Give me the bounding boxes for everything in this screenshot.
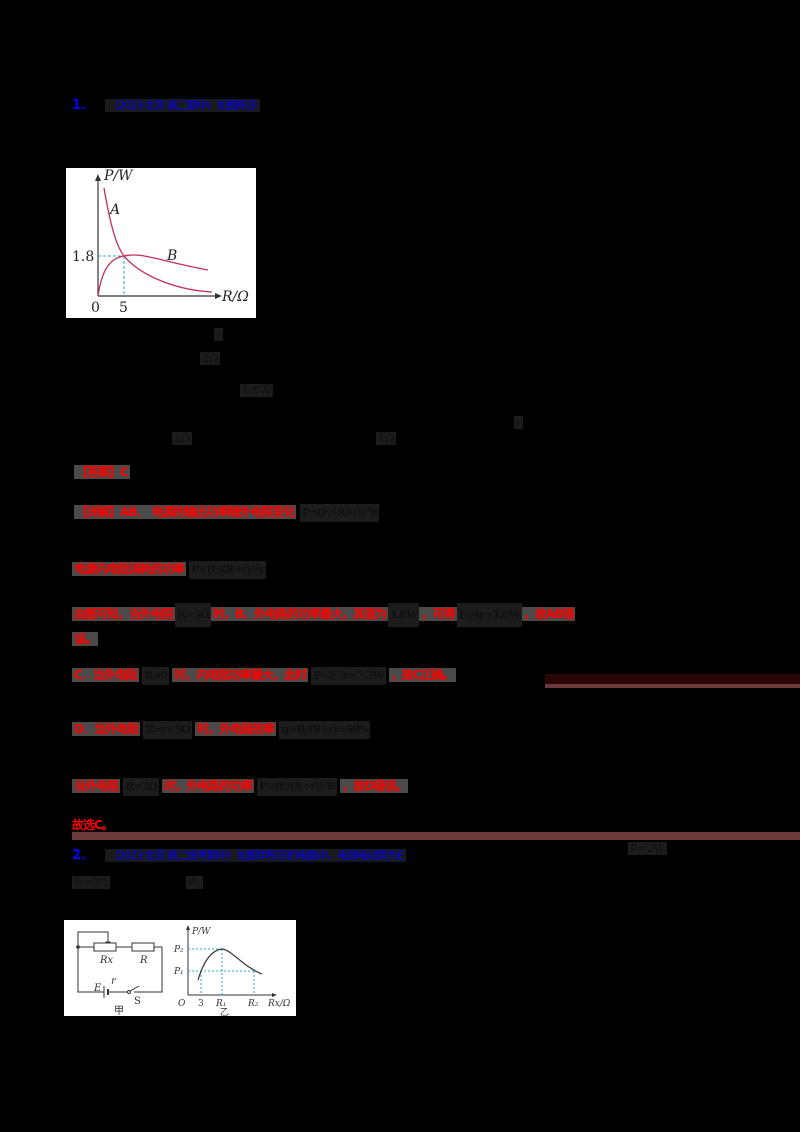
explanation-line-2: 电源内电阻消耗的功率 P=(E/(R+r))²r <box>72 560 266 579</box>
question-2: 2. （2023·北京·高二统考期中）如图甲所示的电路中，电源电动势为E <box>72 844 407 865</box>
y-axis-label: P/W <box>103 168 134 184</box>
question-1: 1. （2023·北京·高二期中）如图所示 <box>72 94 261 115</box>
math-fragment: 2Ω <box>200 352 221 365</box>
label-e: E <box>93 983 102 994</box>
circuit-and-graph-figure: Rx R E r S 甲 P/W P₂ P₁ O 3 R₁ R₂ Rx/Ω 乙 <box>64 920 296 1018</box>
label-rx: Rx <box>99 955 114 966</box>
question-number: 1. <box>72 98 86 113</box>
y-axis-label: P/W <box>191 927 211 937</box>
highlight-band <box>545 674 800 684</box>
explanation-label: 【详解】AB． <box>74 505 150 519</box>
math-fragment: r <box>214 328 224 341</box>
explanation-option-c: C．当外电阻 R=0 时，内电阻功率最大，此时 P=E²/r=7.2W ，故C正… <box>72 666 456 685</box>
question-number: 2. <box>72 848 86 863</box>
explanation-line-6: 当外电阻 R=2Ω 时，外电路的功率 P=(E/(R+r))²R ，故D错误。 <box>72 777 409 796</box>
question-heading: （2023·北京·高二统考期中）如图甲所示的电路中，电源电动势为E <box>105 849 407 862</box>
curve-b-label: B <box>166 248 177 264</box>
y-tick-p1: P₁ <box>173 967 184 977</box>
formula: P=(E/(R+r))²R <box>299 504 380 522</box>
explanation-option-d: D．当外电阻 R=r=5Ω 时，外电路效率 η=R/(R+r)=50% <box>72 720 371 739</box>
answer-line: 【答案】C <box>74 463 130 481</box>
x-axis-label: Rx/Ω <box>267 999 291 1009</box>
label-internal-r: r <box>111 976 117 987</box>
circuit-diagram <box>77 931 163 998</box>
explanation-line-1: 【详解】AB． 电源的输出功率随外电阻变化 P=(E/(R+r))²R <box>74 503 380 522</box>
math-fragment: r <box>514 416 524 429</box>
label-r: R <box>139 955 148 966</box>
label-switch: S <box>134 996 141 1007</box>
formula: P=(E/(R+r))²r <box>189 561 266 579</box>
x-tick-r2: R₂ <box>247 999 259 1009</box>
figure-svg: Rx R E r S 甲 P/W P₂ P₁ O 3 R₁ R₂ Rx/Ω 乙 <box>76 925 291 1018</box>
answer-label: 【答案】C <box>74 465 130 479</box>
y-tick-label: 1.8 <box>72 249 94 265</box>
x-tick-0: 0 <box>91 300 100 316</box>
x-tick-r1: R₁ <box>215 999 226 1009</box>
power-resistance-graph: P/W A B 1.8 0 5 R/Ω <box>66 168 256 318</box>
highlight-band <box>545 684 800 688</box>
x-tick-3: 3 <box>198 999 204 1009</box>
math-fragment: P=2W <box>628 842 667 855</box>
caption-jia: 甲 <box>114 1006 124 1016</box>
graph-svg: P/W A B 1.8 0 5 R/Ω <box>72 168 249 316</box>
question-heading: （2023·北京·高二期中）如图所示 <box>105 99 261 112</box>
conclusion-line: 故选C。 <box>72 818 114 832</box>
curve-a-label: A <box>108 202 120 218</box>
math-fragment: 1.8W <box>240 384 273 397</box>
explanation-line-3: 由图可知，当外电阻 R=5Ω 时，B、外电路的功率最大，其值为 1.8W ，可得 E²/4… <box>72 602 732 651</box>
y-tick-p2: P₂ <box>173 945 184 955</box>
x-tick-5: 5 <box>119 300 128 316</box>
math-fragment: R=3Ω <box>72 876 110 889</box>
math-fragment: 2Ω <box>172 432 193 445</box>
separator-band <box>72 832 800 840</box>
math-fragment: R₁ <box>186 876 203 889</box>
math-fragment: 1Ω <box>376 432 397 445</box>
x-axis-label: R/Ω <box>221 289 249 305</box>
origin-label: O <box>178 999 186 1009</box>
caption-yi: 乙 <box>220 1007 229 1016</box>
